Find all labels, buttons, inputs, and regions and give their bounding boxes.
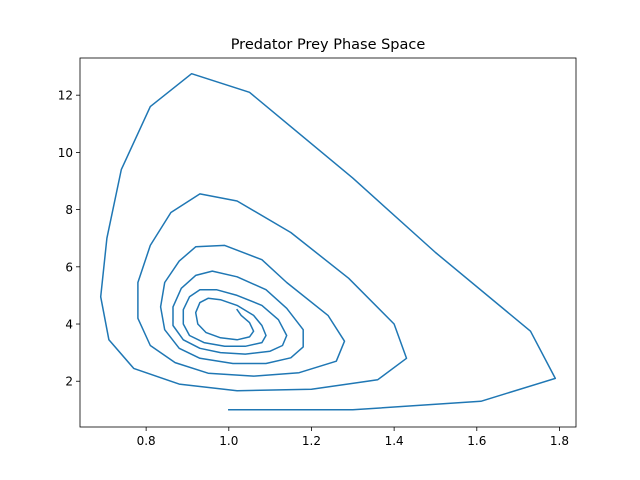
chart-title: Predator Prey Phase Space <box>231 37 426 53</box>
x-tick-label: 1.8 <box>550 434 569 448</box>
y-tick-label: 4 <box>65 318 73 332</box>
x-tick-label: 0.8 <box>137 434 156 448</box>
plot-frame <box>79 57 577 428</box>
y-tick-label: 12 <box>58 89 73 103</box>
y-tick-label: 2 <box>65 375 73 389</box>
y-tick-label: 6 <box>65 260 73 274</box>
x-tick-label: 1.0 <box>219 434 238 448</box>
x-tick-label: 1.4 <box>385 434 404 448</box>
y-tick-label: 8 <box>65 203 73 217</box>
y-tick-label: 10 <box>58 146 73 160</box>
series-line-0 <box>99 72 557 411</box>
x-tick-label: 1.2 <box>302 434 321 448</box>
axes: 0.8 1.0 1.2 1.4 1.6 1.8 2 4 6 8 10 12 <box>58 57 577 448</box>
x-tick-label: 1.6 <box>467 434 486 448</box>
